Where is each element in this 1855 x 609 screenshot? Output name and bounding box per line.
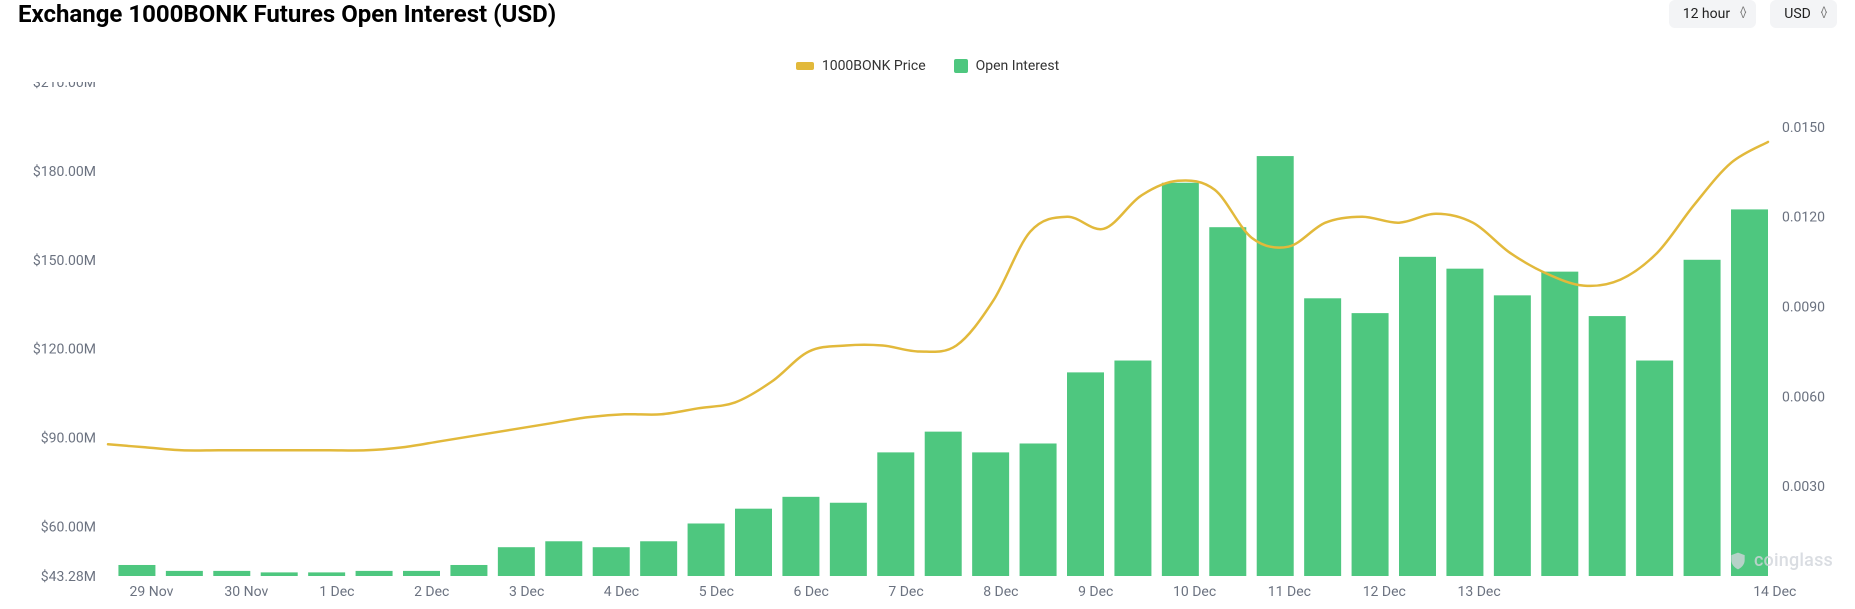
x-tick: 1 Dec (319, 584, 354, 600)
oi-bar (1684, 260, 1721, 576)
legend-oi-swatch (954, 59, 968, 73)
y-right-tick: 0.0090 (1782, 300, 1825, 316)
x-tick: 12 Dec (1363, 584, 1406, 600)
oi-bar (261, 572, 298, 576)
legend-price-label: 1000BONK Price (822, 58, 926, 74)
oi-bar (830, 503, 867, 576)
interval-select[interactable]: 12 hour ᐱᐯ (1669, 0, 1757, 28)
legend-oi[interactable]: Open Interest (954, 58, 1060, 74)
oi-bar (972, 452, 1009, 576)
legend: 1000BONK Price Open Interest (0, 58, 1855, 74)
currency-select[interactable]: USD ᐱᐯ (1770, 0, 1837, 28)
oi-bar (640, 541, 677, 576)
oi-bar (1589, 316, 1626, 576)
x-tick: 4 Dec (604, 584, 639, 600)
oi-bar (118, 565, 155, 576)
x-tick: 8 Dec (983, 584, 1018, 600)
oi-bar (1067, 372, 1104, 576)
oi-bar (1541, 272, 1578, 576)
oi-bar (498, 547, 535, 576)
oi-bar (166, 571, 203, 576)
y-right-tick: 0.0060 (1782, 389, 1825, 405)
oi-bar (213, 571, 250, 576)
interval-select-label: 12 hour (1683, 6, 1730, 22)
oi-bar (1020, 443, 1057, 576)
oi-bar (1257, 156, 1294, 576)
y-left-tick: $120.00M (33, 341, 96, 358)
page-title: Exchange 1000BONK Futures Open Interest … (18, 0, 556, 28)
controls: 12 hour ᐱᐯ USD ᐱᐯ (1669, 0, 1837, 28)
watermark-icon (1728, 551, 1748, 571)
oi-bar (1304, 298, 1341, 576)
oi-bar (403, 571, 440, 576)
oi-bar (925, 432, 962, 576)
oi-bar (782, 497, 819, 576)
y-left-tick: $60.00M (41, 518, 96, 535)
oi-bar (308, 572, 345, 576)
oi-bar (545, 541, 582, 576)
x-tick: 11 Dec (1268, 584, 1311, 600)
oi-chart: $43.28M $60.00M $90.00M $120.00M $150.00M $18… (0, 82, 1855, 609)
oi-bar (593, 547, 630, 576)
x-tick: 2 Dec (414, 584, 449, 600)
chevron-updown-icon: ᐱᐯ (1740, 9, 1746, 19)
oi-bar (688, 523, 725, 576)
watermark: coinglass (1728, 550, 1833, 571)
x-tick: 14 Dec (1753, 584, 1796, 600)
oi-bar (877, 452, 914, 576)
y-left-tick: $210.00M (33, 82, 96, 91)
x-tick: 3 Dec (509, 584, 544, 600)
oi-bar (1494, 295, 1531, 576)
x-tick: 13 Dec (1458, 584, 1501, 600)
y-right-tick: 0.0030 (1782, 479, 1825, 495)
x-tick: 10 Dec (1173, 584, 1216, 600)
oi-bar (450, 565, 487, 576)
x-tick: 30 Nov (224, 584, 268, 600)
oi-bar (1352, 313, 1389, 576)
y-left-tick: $150.00M (33, 252, 96, 269)
oi-bar (1114, 361, 1151, 576)
legend-price[interactable]: 1000BONK Price (796, 58, 926, 74)
watermark-text: coinglass (1754, 550, 1833, 571)
oi-bar (1162, 183, 1199, 576)
y-left-tick: $180.00M (33, 163, 96, 180)
oi-bar (1209, 227, 1246, 576)
x-tick: 7 Dec (888, 584, 923, 600)
oi-bar (1731, 209, 1768, 576)
y-right-tick: 0.0150 (1782, 120, 1825, 136)
y-left-tick: $90.00M (41, 430, 96, 447)
currency-select-label: USD (1784, 6, 1811, 22)
x-tick: 29 Nov (130, 584, 174, 600)
legend-price-swatch (796, 62, 814, 70)
oi-bar (1446, 269, 1483, 576)
chevron-updown-icon: ᐱᐯ (1821, 9, 1827, 19)
y-left-tick: $43.28M (41, 568, 96, 585)
x-tick: 5 Dec (699, 584, 734, 600)
x-tick: 6 Dec (794, 584, 829, 600)
y-right-tick: 0.0120 (1782, 210, 1825, 226)
oi-bar (1636, 361, 1673, 576)
oi-bar (735, 509, 772, 576)
oi-bar (1399, 257, 1436, 576)
x-tick: 9 Dec (1078, 584, 1113, 600)
legend-oi-label: Open Interest (976, 58, 1060, 74)
oi-bar (356, 571, 393, 576)
